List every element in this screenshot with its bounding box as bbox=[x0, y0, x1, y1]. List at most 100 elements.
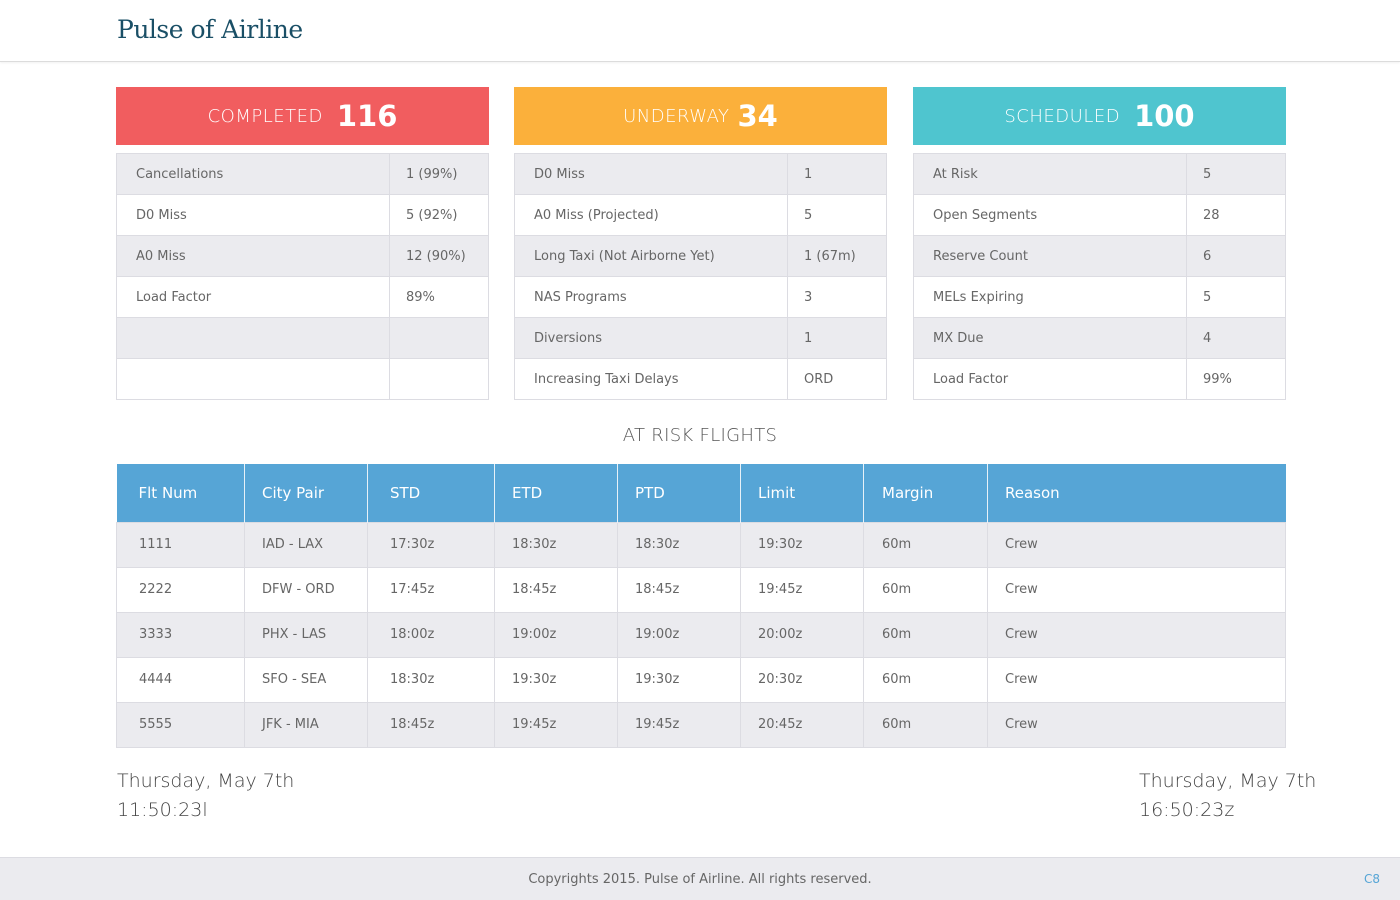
table-row[interactable]: 1111 IAD - LAX 17:30z 18:30z 18:30z 19:3… bbox=[116, 521, 1286, 568]
column-header[interactable]: STD bbox=[367, 464, 495, 522]
reason-cell: Crew bbox=[987, 656, 1286, 703]
flight-number: 4444 bbox=[116, 656, 245, 703]
table-row: A0 Miss (Projected) 5 bbox=[514, 194, 887, 236]
metric-label: Load Factor bbox=[913, 358, 1187, 400]
limit-cell: 19:45z bbox=[740, 566, 864, 613]
city-pair: JFK - MIA bbox=[244, 701, 368, 748]
table-row bbox=[116, 358, 489, 400]
metric-label: MX Due bbox=[913, 317, 1187, 359]
etd-cell: 18:30z bbox=[494, 521, 618, 568]
metric-value bbox=[389, 358, 489, 400]
table-row: D0 Miss 5 (92%) bbox=[116, 194, 489, 236]
metric-label: Open Segments bbox=[913, 194, 1187, 236]
app-header: Pulse of Airline bbox=[0, 0, 1400, 62]
limit-cell: 20:45z bbox=[740, 701, 864, 748]
std-cell: 18:30z bbox=[367, 656, 495, 703]
completed-label: COMPLETED bbox=[207, 105, 323, 127]
limit-cell: 20:00z bbox=[740, 611, 864, 658]
page-footer: Copyrights 2015. Pulse of Airline. All r… bbox=[0, 857, 1400, 900]
metric-label: NAS Programs bbox=[514, 276, 788, 318]
metric-value: 12 (90%) bbox=[389, 235, 489, 277]
table-row: Increasing Taxi Delays ORD bbox=[514, 358, 887, 400]
metric-label: D0 Miss bbox=[116, 194, 390, 236]
column-header[interactable]: ETD bbox=[494, 464, 618, 522]
table-row[interactable]: 3333 PHX - LAS 18:00z 19:00z 19:00z 20:0… bbox=[116, 611, 1286, 658]
scheduled-card-header[interactable]: SCHEDULED 100 bbox=[913, 87, 1286, 145]
metric-value: ORD bbox=[787, 358, 887, 400]
table-row bbox=[116, 317, 489, 359]
city-pair: DFW - ORD bbox=[244, 566, 368, 613]
table-row: MELs Expiring 5 bbox=[913, 276, 1286, 318]
flight-number: 5555 bbox=[116, 701, 245, 748]
table-row: D0 Miss 1 bbox=[514, 153, 887, 195]
metric-label: Cancellations bbox=[116, 153, 390, 195]
local-date: Thursday, May 7th bbox=[117, 770, 295, 792]
metric-label bbox=[116, 317, 390, 359]
column-header[interactable]: Reason bbox=[987, 464, 1286, 522]
scheduled-card: SCHEDULED 100 At Risk 5 Open Segments 28 R… bbox=[913, 87, 1286, 400]
metric-value: 5 bbox=[787, 194, 887, 236]
table-row: Load Factor 89% bbox=[116, 276, 489, 318]
etd-cell: 19:30z bbox=[494, 656, 618, 703]
metric-value: 1 bbox=[787, 317, 887, 359]
table-row: Load Factor 99% bbox=[913, 358, 1286, 400]
std-cell: 17:45z bbox=[367, 566, 495, 613]
column-header[interactable]: City Pair bbox=[244, 464, 368, 522]
table-row[interactable]: 4444 SFO - SEA 18:30z 19:30z 19:30z 20:3… bbox=[116, 656, 1286, 703]
etd-cell: 19:45z bbox=[494, 701, 618, 748]
table-row[interactable]: 5555 JFK - MIA 18:45z 19:45z 19:45z 20:4… bbox=[116, 701, 1286, 748]
metric-label: MELs Expiring bbox=[913, 276, 1187, 318]
underway-card-header[interactable]: UNDERWAY 34 bbox=[514, 87, 887, 145]
metric-value: 1 bbox=[787, 153, 887, 195]
flight-number: 2222 bbox=[116, 566, 245, 613]
ptd-cell: 18:45z bbox=[617, 566, 741, 613]
footer-badge[interactable]: C8 bbox=[1363, 872, 1380, 886]
metric-label: A0 Miss bbox=[116, 235, 390, 277]
limit-cell: 19:30z bbox=[740, 521, 864, 568]
std-cell: 18:00z bbox=[367, 611, 495, 658]
underway-table: D0 Miss 1 A0 Miss (Projected) 5 Long Taxi … bbox=[514, 153, 887, 400]
metric-value bbox=[389, 317, 489, 359]
reason-cell: Crew bbox=[987, 566, 1286, 613]
flight-number: 3333 bbox=[116, 611, 245, 658]
scheduled-table: At Risk 5 Open Segments 28 Reserve Count 6 … bbox=[913, 153, 1286, 400]
at-risk-flights-table: Flt Num City Pair STD ETD PTD Limit Marg… bbox=[116, 464, 1286, 748]
column-header[interactable]: PTD bbox=[617, 464, 741, 522]
city-pair: PHX - LAS bbox=[244, 611, 368, 658]
flight-number: 1111 bbox=[116, 521, 245, 568]
column-header[interactable]: Limit bbox=[740, 464, 864, 522]
margin-cell: 60m bbox=[863, 566, 988, 613]
table-row: A0 Miss 12 (90%) bbox=[116, 235, 489, 277]
city-pair: IAD - LAX bbox=[244, 521, 368, 568]
metric-value: 1 (99%) bbox=[389, 153, 489, 195]
table-row[interactable]: 2222 DFW - ORD 17:45z 18:45z 18:45z 19:4… bbox=[116, 566, 1286, 613]
column-header[interactable]: Margin bbox=[863, 464, 988, 522]
metric-label: Long Taxi (Not Airborne Yet) bbox=[514, 235, 788, 277]
table-row: Cancellations 1 (99%) bbox=[116, 153, 489, 195]
metric-value: 5 bbox=[1186, 153, 1286, 195]
zulu-time-block: Thursday, May 7th 16:50:23z bbox=[1139, 767, 1316, 825]
completed-table: Cancellations 1 (99%) D0 Miss 5 (92%) A0 M… bbox=[116, 153, 489, 400]
metric-value: 3 bbox=[787, 276, 887, 318]
etd-cell: 18:45z bbox=[494, 566, 618, 613]
summary-cards: COMPLETED 116 Cancellations 1 (99%) D0 Mi… bbox=[116, 87, 1286, 400]
table-row: At Risk 5 bbox=[913, 153, 1286, 195]
completed-count: 116 bbox=[336, 99, 398, 133]
std-cell: 17:30z bbox=[367, 521, 495, 568]
margin-cell: 60m bbox=[863, 521, 988, 568]
metric-label bbox=[116, 358, 390, 400]
table-row: NAS Programs 3 bbox=[514, 276, 887, 318]
table-header-row: Flt Num City Pair STD ETD PTD Limit Marg… bbox=[116, 464, 1286, 522]
brand-logo[interactable]: Pulse of Airline bbox=[117, 15, 303, 44]
table-row: Reserve Count 6 bbox=[913, 235, 1286, 277]
metric-label: D0 Miss bbox=[514, 153, 788, 195]
column-header[interactable]: Flt Num bbox=[116, 464, 245, 522]
metric-label: At Risk bbox=[913, 153, 1187, 195]
limit-cell: 20:30z bbox=[740, 656, 864, 703]
scheduled-count: 100 bbox=[1134, 99, 1195, 133]
margin-cell: 60m bbox=[863, 656, 988, 703]
metric-label: Reserve Count bbox=[913, 235, 1187, 277]
metric-value: 28 bbox=[1186, 194, 1286, 236]
completed-card-header[interactable]: COMPLETED 116 bbox=[116, 87, 489, 145]
reason-cell: Crew bbox=[987, 521, 1286, 568]
